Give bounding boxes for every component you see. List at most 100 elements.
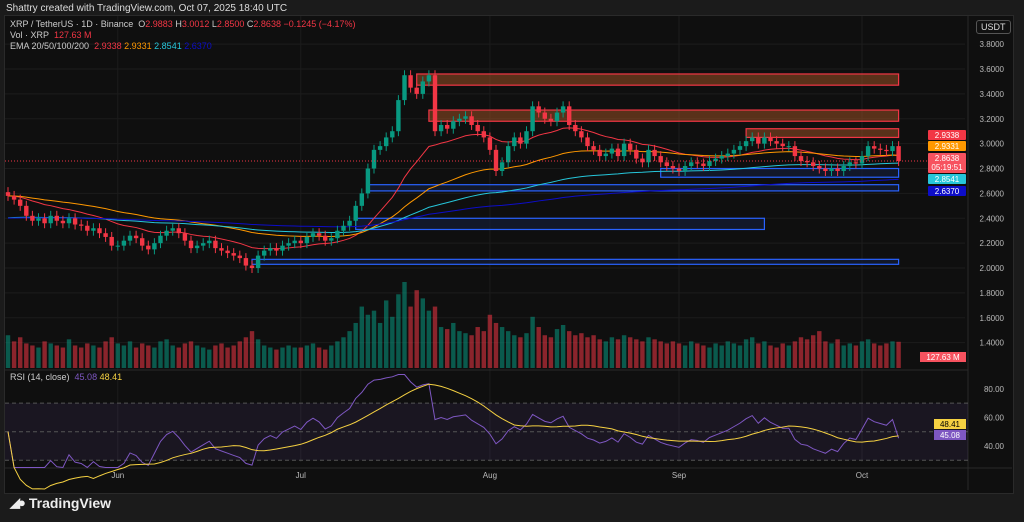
volume-bar: [695, 343, 700, 368]
volume-bar: [426, 310, 432, 368]
volume-bar: [713, 343, 718, 368]
rsi-tick-label: 40.00: [984, 442, 1005, 451]
volume-bar: [518, 337, 523, 368]
candle-body: [560, 106, 566, 113]
volume-bar: [792, 341, 798, 368]
volume-bar: [298, 347, 303, 368]
candle-body: [121, 240, 127, 246]
candle-body: [841, 166, 846, 172]
candle-body: [304, 236, 310, 244]
volume-bar: [396, 294, 401, 368]
candle-body: [323, 235, 328, 241]
rsi-label[interactable]: RSI (14, close): [10, 372, 70, 382]
candle-body: [719, 156, 724, 159]
candle-body: [756, 137, 761, 144]
demand-zone: [367, 184, 900, 192]
candle-body: [72, 218, 78, 225]
candle-body: [213, 240, 218, 249]
candle-body: [530, 106, 535, 132]
candle-body: [847, 162, 852, 167]
volume-bar: [634, 339, 639, 368]
candle-body: [835, 168, 840, 172]
candle-body: [829, 168, 834, 172]
currency-button[interactable]: USDT: [976, 20, 1011, 34]
price-label: 2.6370: [935, 187, 960, 196]
candle-body: [896, 146, 901, 162]
volume-bar: [756, 343, 761, 368]
candle-body: [567, 106, 572, 125]
candle-body: [426, 75, 432, 82]
candle-body: [548, 118, 554, 122]
volume-bar: [121, 345, 127, 368]
volume-bar: [506, 331, 511, 368]
volume-bar: [664, 343, 669, 368]
volume-value: 127.63 M: [54, 30, 92, 40]
volume-bar: [237, 341, 242, 368]
volume-bar: [615, 339, 621, 368]
volume-bar: [750, 337, 755, 368]
symbol-name[interactable]: XRP / TetherUS · 1D · Binance: [10, 19, 134, 29]
price-label: 2.8638: [935, 154, 960, 163]
candle-body: [60, 220, 66, 224]
price-tick-label: 2.2000: [980, 239, 1005, 248]
candle-body: [280, 245, 285, 251]
volume-bar: [347, 331, 352, 368]
price-tick-label: 2.0000: [980, 264, 1005, 273]
volume-bar: [310, 343, 316, 368]
candle-body: [634, 149, 639, 159]
volume-bar: [329, 345, 334, 368]
volume-bar: [670, 341, 676, 368]
candle-body: [140, 238, 145, 246]
rsi-tick-label: 80.00: [984, 385, 1005, 394]
volume-bar: [817, 331, 822, 368]
candle-body: [384, 137, 389, 147]
candle-body: [542, 112, 547, 119]
legend: XRP / TetherUS · 1D · Binance O2.9883 H3…: [10, 19, 356, 52]
candle-body: [249, 265, 255, 269]
volume-bar: [438, 327, 444, 368]
candle-body: [176, 228, 181, 234]
candle-body: [621, 143, 627, 157]
volume-bar: [36, 347, 41, 368]
volume-bar: [133, 347, 139, 368]
candle-body: [54, 215, 59, 221]
ema200-line: [7, 178, 899, 228]
volume-bar: [384, 300, 389, 368]
volume-bar: [847, 343, 852, 368]
candle-body: [207, 240, 212, 244]
volume-bar: [676, 343, 682, 368]
volume-bar: [841, 345, 846, 368]
rsi-ma-line: [7, 383, 899, 490]
countdown-label: 05:19:51: [931, 163, 963, 172]
volume-bar: [152, 347, 157, 368]
candle-body: [432, 75, 438, 132]
volume-bar: [737, 345, 743, 368]
low-value: 2.8500: [216, 19, 245, 29]
volume-label[interactable]: Vol · XRP: [10, 30, 50, 40]
candle-body: [786, 146, 791, 148]
volume-bar: [262, 345, 267, 368]
candle-body: [701, 163, 706, 167]
chart-frame[interactable]: [4, 15, 1014, 494]
volume-bar: [463, 333, 468, 368]
candle-body: [347, 220, 352, 226]
volume-bar: [780, 343, 785, 368]
date-tick-label: Sep: [672, 471, 687, 480]
volume-bar: [646, 337, 651, 368]
volume-bar: [878, 345, 883, 368]
candle-body: [414, 87, 419, 94]
price-label-bg: [928, 130, 966, 140]
volume-bar: [499, 327, 505, 368]
volume-bar: [823, 341, 828, 368]
candle-body: [573, 124, 578, 132]
candle-body: [30, 215, 35, 221]
volume-bar: [585, 337, 590, 368]
candle-body: [219, 248, 224, 251]
volume-bar: [701, 345, 706, 368]
volume-bar: [457, 331, 462, 368]
ema200-value: 2.6370: [184, 41, 212, 51]
volume-bar: [353, 322, 358, 368]
ema-label[interactable]: EMA 20/50/100/200: [10, 41, 90, 51]
volume-bar: [292, 347, 297, 368]
